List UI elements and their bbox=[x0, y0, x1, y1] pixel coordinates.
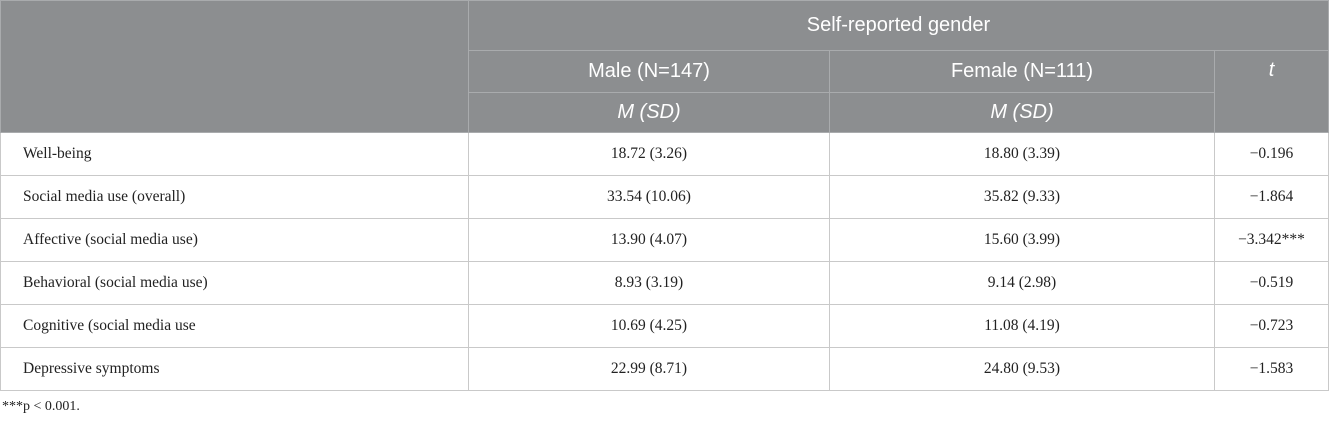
row-label: Social media use (overall) bbox=[0, 175, 469, 219]
table-cell: 18.80 (3.39) bbox=[829, 132, 1215, 176]
column-header: Male (N=147) bbox=[468, 50, 830, 93]
table-cell: 15.60 (3.99) bbox=[829, 218, 1215, 262]
table-cell: 9.14 (2.98) bbox=[829, 261, 1215, 305]
table-cell: −0.723 bbox=[1214, 304, 1329, 348]
table-cell: 18.72 (3.26) bbox=[468, 132, 830, 176]
table-row: Affective (social media use) 13.90 (4.07)… bbox=[0, 218, 1329, 262]
table-cell: −0.519 bbox=[1214, 261, 1329, 305]
table-cell: −0.196 bbox=[1214, 132, 1329, 176]
table-row: Behavioral (social media use) 8.93 (3.19)… bbox=[0, 261, 1329, 305]
table-cell: 24.80 (9.53) bbox=[829, 347, 1215, 391]
table-row: Depressive symptoms 22.99 (8.71) 24.80 (9.… bbox=[0, 347, 1329, 391]
group-header: Self-reported gender bbox=[468, 0, 1329, 51]
table-row: Cognitive (social media use 10.69 (4.25) 1… bbox=[0, 304, 1329, 348]
footnote: ***p < 0.001. bbox=[2, 399, 80, 414]
table-cell: −3.342*** bbox=[1214, 218, 1329, 262]
table-cell: 8.93 (3.19) bbox=[468, 261, 830, 305]
row-label: Affective (social media use) bbox=[0, 218, 469, 262]
row-label: Depressive symptoms bbox=[0, 347, 469, 391]
table-cell: 11.08 (4.19) bbox=[829, 304, 1215, 348]
table-row: Well-being 18.72 (3.26) 18.80 (3.39) −0.196 bbox=[0, 132, 1329, 176]
row-label: Behavioral (social media use) bbox=[0, 261, 469, 305]
table-cell: −1.583 bbox=[1214, 347, 1329, 391]
data-table: Self-reported gender Male (N=147) Female… bbox=[0, 0, 1329, 391]
table-cell: 10.69 (4.25) bbox=[468, 304, 830, 348]
table-cell: −1.864 bbox=[1214, 175, 1329, 219]
table-cell: 33.54 (10.06) bbox=[468, 175, 830, 219]
table-header: Self-reported gender Male (N=147) Female… bbox=[0, 0, 1329, 133]
row-label: Cognitive (social media use bbox=[0, 304, 469, 348]
column-header: Female (N=111) bbox=[829, 50, 1215, 93]
sub-header: M (SD) bbox=[468, 92, 830, 133]
row-label: Well-being bbox=[0, 132, 469, 176]
sub-header: M (SD) bbox=[829, 92, 1215, 133]
header-corner bbox=[0, 0, 469, 133]
table-row: Social media use (overall) 33.54 (10.06) 3… bbox=[0, 175, 1329, 219]
table-cell: 22.99 (8.71) bbox=[468, 347, 830, 391]
table-cell: 13.90 (4.07) bbox=[468, 218, 830, 262]
table-body: Well-being 18.72 (3.26) 18.80 (3.39) −0.196… bbox=[0, 132, 1329, 391]
table-cell: 35.82 (9.33) bbox=[829, 175, 1215, 219]
column-header: t bbox=[1214, 50, 1329, 133]
